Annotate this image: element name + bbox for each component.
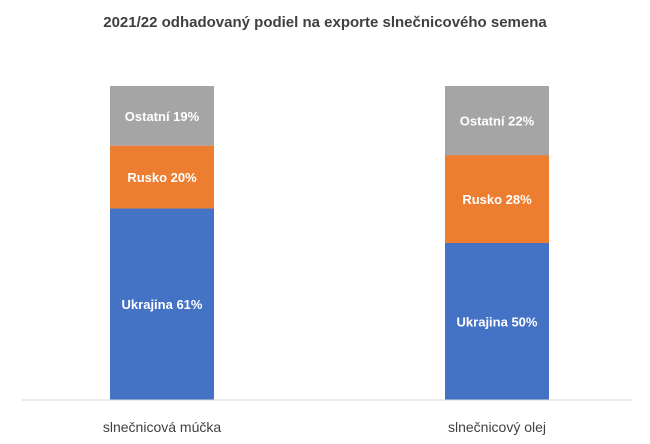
category-label-1: slnečnicová múčka: [103, 419, 221, 435]
bar-segment-ukrajina-1: [110, 208, 214, 400]
data-label-rusko-1: Rusko 20%: [127, 170, 197, 185]
category-label-2: slnečnicový olej: [448, 419, 546, 435]
data-label-ostatní-2: Ostatní 22%: [460, 114, 535, 129]
data-label-ukrajina-1: Ukrajina 61%: [122, 297, 203, 312]
data-label-ukrajina-2: Ukrajina 50%: [457, 315, 538, 330]
data-label-ostatní-1: Ostatní 19%: [125, 109, 200, 124]
bar-segment-rusko-1: [110, 145, 214, 209]
bars-group: Ukrajina 61% Rusko 20% Ostatní 19% Ukrajina…: [110, 86, 549, 400]
bar-segment-ostatní-1: [110, 86, 214, 146]
category-labels-group: slnečnicová múčka slnečnicový olej: [103, 419, 546, 435]
bar-segment-ostatní-2: [445, 86, 549, 156]
bar-segment-ukrajina-2: [445, 243, 549, 400]
chart-title: 2021/22 odhadovaný podiel na exporte sln…: [103, 14, 547, 31]
bar-segment-rusko-2: [445, 155, 549, 243]
data-label-rusko-2: Rusko 28%: [462, 192, 532, 207]
